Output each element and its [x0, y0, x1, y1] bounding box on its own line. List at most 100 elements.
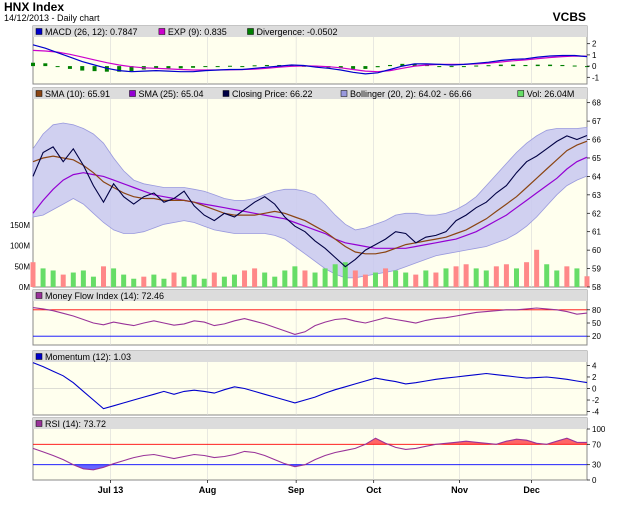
volume-bar [322, 268, 328, 287]
price-ytick-label: 64 [592, 172, 601, 181]
legend-swatch-vol [517, 90, 525, 97]
volume-bar [50, 270, 56, 287]
divergence-bar [400, 63, 405, 67]
divergence-bar [240, 66, 245, 68]
divergence-bar [67, 66, 72, 69]
volume-bar [40, 268, 46, 287]
rsi-ytick-label: 0 [592, 476, 597, 485]
macd-ytick-label: 0 [592, 62, 597, 71]
chart-subtitle: 14/12/2013 - Daily chart [4, 13, 100, 23]
divergence-bar [572, 65, 577, 67]
volume-bar [101, 266, 107, 287]
legend-swatch-mom [35, 353, 43, 360]
divergence-bar [191, 66, 196, 68]
legend-label-div: Divergence: -0.0502 [257, 27, 338, 37]
rsi-ytick-label: 30 [592, 461, 601, 470]
legend-swatch-macd [35, 28, 43, 35]
volume-bar [443, 268, 449, 287]
sma10-line [32, 140, 588, 255]
x-tick-label: Dec [523, 485, 540, 495]
legend-swatch-sma10 [35, 90, 43, 97]
volume-bar [70, 272, 76, 287]
volume-bar [131, 278, 137, 287]
volume-bar [60, 274, 66, 287]
divergence-bar [178, 66, 183, 69]
macd-line [32, 44, 588, 75]
volume-bar [302, 270, 308, 287]
legend-swatch-exp [158, 28, 166, 35]
volume-bar [554, 270, 560, 287]
legend-swatch-sma25 [129, 90, 136, 97]
legend-label-rsi: RSI (14): 73.72 [45, 419, 106, 429]
volume-bar [574, 268, 580, 287]
legend-swatch-rsi [35, 420, 43, 427]
volume-bar [221, 276, 227, 287]
close-price-line [32, 134, 588, 268]
momentum-ytick-label: -4 [592, 408, 600, 417]
volume-bar [141, 276, 147, 287]
volume-bar [252, 268, 258, 287]
volume-bar [383, 268, 389, 287]
volume-bar [30, 262, 36, 287]
price-ytick-label: 61 [592, 228, 601, 237]
rsi-overbought-fill [33, 438, 587, 445]
price-ytick-label: 59 [592, 265, 601, 274]
divergence-bar [388, 64, 393, 67]
mfi-legend-bar [33, 290, 587, 301]
divergence-bar [351, 66, 356, 69]
macd-ytick-label: 1 [592, 51, 597, 60]
rsi-legend-bar [33, 418, 587, 429]
price-ytick-label: 65 [592, 154, 601, 163]
legend-swatch-boll [340, 90, 348, 97]
divergence-bar [375, 66, 380, 68]
divergence-bar [523, 64, 528, 67]
rsi-ytick-label: 70 [592, 440, 601, 449]
volume-bar [292, 266, 298, 287]
momentum-line [32, 362, 588, 410]
x-tick-label: Oct [366, 485, 381, 495]
legend-label-boll: Bollinger (20, 2): 64.02 - 66.66 [350, 89, 472, 99]
momentum-legend-bar [33, 351, 587, 362]
price-legend-bar [33, 88, 587, 99]
chart-title: HNX Index [4, 0, 65, 14]
momentum-ytick-label: 2 [592, 373, 597, 382]
volume-bar [332, 264, 338, 287]
legend-label-sma25: SMA (25): 65.04 [139, 89, 204, 99]
volume-bar [111, 268, 117, 287]
volume-bar [372, 272, 378, 287]
volume-bar [433, 272, 439, 287]
divergence-bar [117, 66, 122, 72]
divergence-bar [227, 65, 232, 67]
legend-label-mom: Momentum (12): 1.03 [45, 352, 131, 362]
volume-bar [584, 276, 590, 287]
volume-bar [413, 274, 419, 287]
divergence-bar [449, 66, 454, 68]
momentum-ytick-label: 4 [592, 361, 597, 370]
volume-bar [483, 270, 489, 287]
volume-bar [403, 272, 409, 287]
legend-label-mfi: Money Flow Index (14): 72.46 [45, 291, 164, 301]
legend-swatch-close [222, 90, 230, 97]
divergence-bar [535, 64, 540, 67]
brand-label: VCBS [552, 10, 586, 24]
volume-bar [161, 278, 167, 287]
volume-bar [80, 270, 86, 287]
volume-bar [262, 272, 268, 287]
divergence-bar [363, 66, 368, 69]
divergence-bar [154, 66, 159, 69]
mfi-ytick-label: 80 [592, 306, 601, 315]
divergence-bar [474, 65, 479, 67]
mfi-line [32, 307, 588, 335]
volume-bar [463, 264, 469, 287]
divergence-bar [560, 64, 565, 67]
volume-bar [534, 249, 540, 287]
divergence-bar [92, 66, 97, 72]
price-ytick-label: 68 [592, 99, 601, 108]
macd-legend-bar [33, 26, 587, 37]
legend-swatch-div [247, 28, 254, 35]
bollinger-band [32, 122, 588, 279]
volume-bar [352, 270, 358, 287]
macd-ytick-label: 2 [592, 40, 597, 49]
volume-bar [121, 274, 127, 287]
price-ytick-label: 60 [592, 246, 601, 255]
